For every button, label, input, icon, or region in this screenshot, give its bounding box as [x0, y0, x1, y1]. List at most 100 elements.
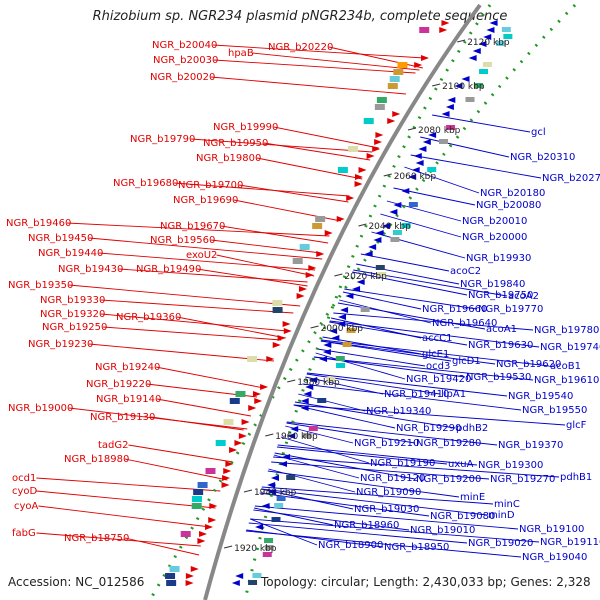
left-gene-label: NGR_b20220: [268, 42, 333, 53]
right-gene-label: NGR_b19280: [416, 438, 481, 449]
forward-gene-arrow: [346, 195, 355, 201]
left-connector-line: [124, 458, 228, 481]
tick-label: 2000 kbp: [321, 324, 364, 334]
left-connector-line: [36, 532, 201, 547]
left-gene-label: NGR_b19240: [95, 362, 160, 373]
left-connector-line: [98, 252, 316, 271]
right-gene-label: NGR_b19410: [384, 389, 449, 400]
left-gene-label: NGR_b19000: [8, 403, 73, 414]
tick-mark: [265, 433, 274, 437]
right-connector-line: [306, 372, 508, 397]
reverse-gene-arrow: [329, 328, 338, 334]
feature-block: [205, 468, 216, 474]
feature-block: [446, 125, 456, 130]
left-gene-label: NGR_b19450: [28, 233, 93, 244]
reverse-gene-arrow: [489, 20, 498, 26]
right-gene-label: NGR_b19030: [354, 504, 419, 515]
left-gene-label: NGR_b19700: [178, 180, 243, 191]
right-connector-line: [410, 154, 542, 179]
right-gene-label: NGR_b19620: [496, 359, 561, 370]
tick-label: 1940 kbp: [254, 488, 297, 498]
forward-gene-arrow: [241, 419, 250, 425]
left-connector-line: [124, 537, 200, 556]
right-gene-label: NGR_b19340: [366, 406, 431, 417]
forward-gene-arrow: [308, 265, 317, 271]
right-connector-line: [302, 383, 522, 411]
right-gene-label: acoC2: [450, 266, 481, 277]
right-gene-label: NGR_b19530: [466, 372, 531, 383]
left-gene-label: NGR_b19800: [196, 153, 261, 164]
feature-block: [363, 118, 374, 124]
right-connector-line: [315, 352, 406, 380]
left-gene-label: NGR_b19330: [40, 295, 105, 306]
forward-gene-arrow: [260, 384, 269, 390]
reverse-gene-arrow: [279, 461, 288, 467]
left-gene-label: NGR_b19140: [96, 394, 161, 405]
feature-block: [376, 97, 387, 103]
left-connector-line: [196, 268, 308, 287]
kbp-ticks: 2120 kbp 2100 kbp 2080 kbp 2060 kbp 2040 kbp…: [223, 38, 510, 554]
reverse-gene-arrow: [375, 230, 384, 236]
right-connector-line: [333, 312, 534, 331]
feature-block: [264, 545, 274, 550]
reverse-gene-arrow: [373, 237, 382, 243]
feature-block: [392, 230, 402, 235]
forward-gene-arrow: [358, 167, 367, 173]
right-gene-label: NGR_b19420: [406, 374, 471, 385]
reverse-gene-arrow: [340, 307, 349, 313]
feature-block: [272, 307, 283, 313]
right-gene-label: NGR_b19270: [490, 474, 555, 485]
right-connector-line: [267, 470, 460, 498]
tick-mark: [243, 489, 253, 493]
right-connector-line: [293, 404, 566, 426]
feature-block: [360, 307, 370, 312]
right-connector-line: [342, 291, 422, 310]
forward-gene-arrow: [392, 111, 401, 117]
left-gene-label: NGR_b20020: [150, 72, 215, 83]
left-connector-line: [220, 225, 329, 244]
left-gene-label: NGR_b20030: [153, 55, 218, 66]
left-gene-label: NGR_b19440: [38, 248, 103, 259]
forward-gene-arrow: [252, 391, 261, 397]
left-gene-label: NGR_b19360: [116, 312, 181, 323]
left-gene-label: NGR_b19460: [6, 218, 71, 229]
left-connector-line: [100, 313, 288, 332]
left-labels: NGR_b20040 hpaB NGR_b20220 NGR_b20030 NGR_b2…: [6, 40, 333, 544]
feature-block: [292, 258, 303, 264]
right-gene-label: NGR_b19610: [534, 375, 599, 386]
forward-gene-arrow: [439, 27, 448, 33]
tick-label: 2060 kbp: [394, 172, 437, 182]
left-connector-line: [252, 52, 420, 71]
right-gene-label: NGR_b19200: [416, 474, 481, 485]
tick-mark: [310, 325, 319, 329]
right-gene-label: pdhB2: [456, 423, 488, 434]
feature-block: [374, 104, 385, 110]
reverse-gene-arrow: [300, 405, 309, 411]
left-connector-line: [212, 44, 425, 59]
feature-block: [191, 496, 202, 502]
forward-gene-arrow: [229, 447, 238, 453]
forward-gene-arrow: [223, 468, 232, 474]
reverse-gene-arrow: [364, 251, 373, 257]
right-connector-line: [293, 404, 396, 429]
reverse-gene-arrow: [231, 580, 240, 586]
feature-block: [465, 97, 475, 102]
right-connector-line: [259, 492, 430, 517]
reverse-gene-arrow: [356, 279, 365, 285]
left-gene-label: NGR_b19680: [113, 178, 178, 189]
left-gene-label: NGR_b19690: [173, 195, 238, 206]
feature-block: [336, 363, 346, 368]
left-gene-label: NGR_b19320: [40, 309, 105, 320]
right-gene-label: acoB1: [550, 361, 581, 372]
reverse-gene-arrow: [486, 27, 495, 33]
tick-label: 1980 kbp: [297, 378, 340, 388]
right-gene-label: NGR_b19080: [430, 511, 495, 522]
reverse-gene-arrow: [411, 167, 420, 173]
feature-block: [427, 167, 437, 172]
forward-gene-arrow: [197, 538, 206, 544]
dotted-guide-outer: [148, 3, 577, 600]
forward-gene-arrow: [209, 503, 218, 509]
feature-block: [229, 398, 240, 404]
tick-label: 1920 kbp: [234, 544, 277, 554]
right-connector-line: [273, 456, 560, 478]
